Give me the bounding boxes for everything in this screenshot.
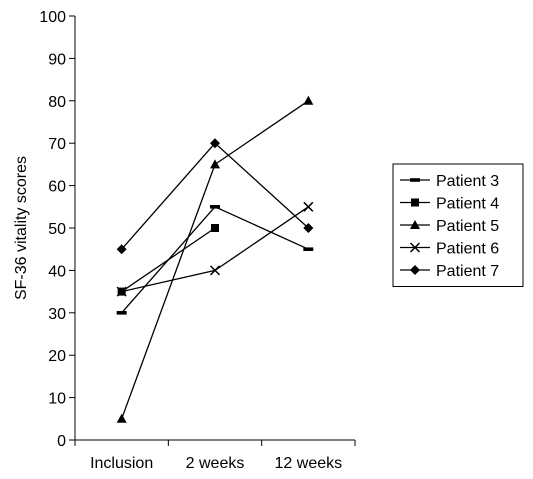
legend-patient-3-label: Patient 3 (436, 173, 499, 190)
legend-patient-5-marker (410, 220, 420, 229)
patient-4-point (211, 224, 219, 232)
x-tick-label: 2 weeks (186, 455, 245, 472)
patient-5-line (121, 100, 309, 420)
y-tick-label: 0 (57, 433, 66, 450)
y-tick-label: 10 (48, 391, 66, 408)
legend-patient-7-label: Patient 7 (436, 263, 499, 280)
y-tick-label: 100 (39, 9, 66, 26)
patient-3-point (210, 205, 220, 209)
y-tick-label: 40 (48, 263, 66, 280)
legend-box (392, 163, 524, 287)
y-tick-label: 80 (48, 94, 66, 111)
legend-patient-6-label: Patient 6 (436, 241, 499, 258)
patient-7-line (121, 142, 309, 250)
y-tick-label: 90 (48, 51, 66, 68)
y-tick-label: 30 (48, 306, 66, 323)
patient-6-line (121, 206, 309, 293)
y-tick-label: 50 (48, 221, 66, 238)
patient-7-point (116, 244, 127, 255)
patient-7-point (210, 138, 220, 149)
patient-5-point (210, 159, 220, 169)
patient-6-point (116, 286, 127, 297)
patient-4-line (121, 227, 216, 293)
legend-patient-5-label: Patient 5 (436, 218, 499, 235)
patient-6-point (303, 201, 314, 212)
legend-patient-6-marker (409, 242, 421, 253)
y-tick-label: 20 (48, 348, 66, 365)
patient-3-line (121, 206, 309, 314)
patient-7-point (303, 223, 314, 233)
y-tick-label: 70 (48, 136, 66, 153)
y-tick-label: 60 (48, 179, 66, 196)
y-axis-title: SF-36 vitality scores (13, 156, 30, 300)
patient-6-point (209, 265, 221, 276)
patient-5-point (116, 413, 127, 423)
x-tick-label: 12 weeks (275, 455, 343, 472)
legend-patient-4-label: Patient 4 (436, 196, 499, 213)
patient-5-point (303, 95, 314, 105)
legend-patient-4-marker (411, 198, 419, 207)
legend-patient-7-marker (410, 265, 420, 275)
legend-patient-3-marker (410, 178, 420, 182)
x-tick-label: Inclusion (90, 455, 153, 472)
patient-3-point (303, 247, 314, 251)
patient-3-point (116, 311, 127, 315)
